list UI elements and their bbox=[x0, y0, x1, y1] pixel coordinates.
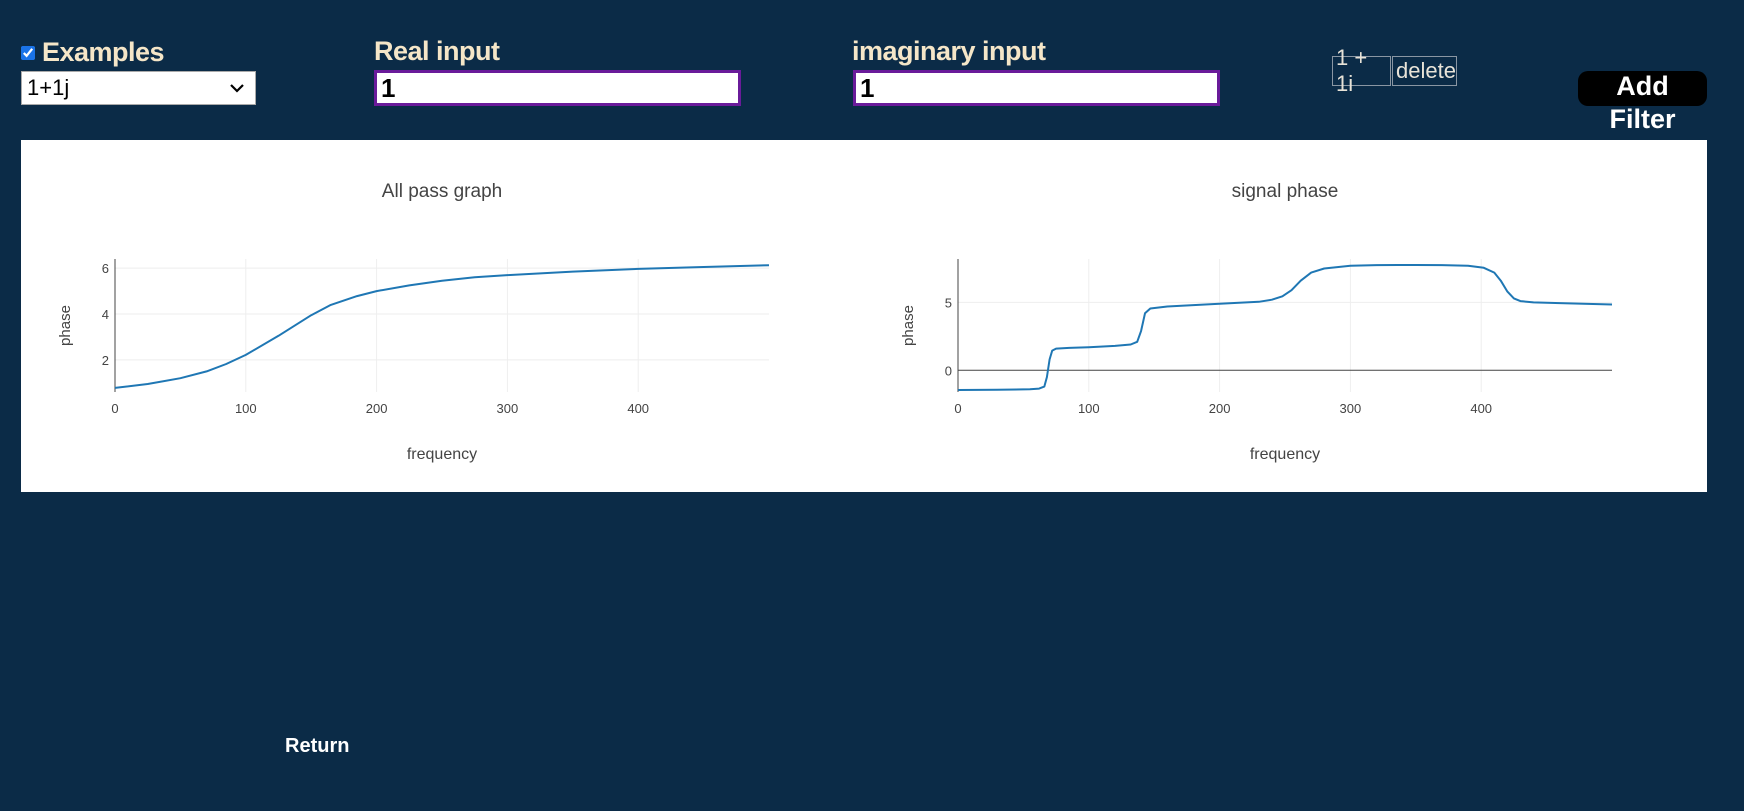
series-line bbox=[115, 265, 769, 388]
examples-label: Examples bbox=[42, 37, 164, 68]
add-filter-label: Add Filter bbox=[1578, 70, 1707, 136]
x-tick-label: 200 bbox=[366, 401, 388, 416]
series-line bbox=[958, 265, 1612, 390]
chart-title: All pass graph bbox=[382, 181, 502, 202]
x-tick-label: 300 bbox=[1340, 401, 1362, 416]
chart-title: signal phase bbox=[1232, 181, 1339, 202]
y-tick-label: 5 bbox=[945, 295, 952, 310]
x-tick-label: 0 bbox=[111, 401, 118, 416]
y-tick-label: 2 bbox=[102, 353, 109, 368]
x-axis-label: frequency bbox=[407, 446, 477, 463]
x-tick-label: 100 bbox=[1078, 401, 1100, 416]
all-pass-chart[interactable]: 0 100 200 300 400 2 4 6 All pass graph frequency p… bbox=[21, 140, 864, 492]
signal-phase-chart[interactable]: 0 100 200 300 400 0 5 signal phase frequency phas… bbox=[864, 140, 1707, 492]
y-axis-label: phase bbox=[57, 305, 74, 346]
imaginary-input-field[interactable]: 1 bbox=[853, 70, 1220, 106]
y-tick-label: 6 bbox=[102, 261, 109, 276]
x-tick-label: 400 bbox=[1470, 401, 1492, 416]
x-tick-label: 300 bbox=[497, 401, 519, 416]
imaginary-input-label: imaginary input bbox=[852, 36, 1046, 67]
add-filter-label-line1: Add bbox=[1578, 70, 1707, 103]
y-axis-label: phase bbox=[900, 305, 917, 346]
examples-dropdown[interactable]: 1+1j bbox=[21, 71, 256, 105]
filter-value-chip: 1 + 1i bbox=[1332, 56, 1391, 86]
examples-selected-value: 1+1j bbox=[27, 75, 69, 101]
y-tick-label: 4 bbox=[102, 307, 109, 322]
y-tick-label: 0 bbox=[945, 363, 952, 378]
add-filter-label-line2: Filter bbox=[1578, 103, 1707, 136]
examples-checkbox[interactable] bbox=[21, 46, 35, 60]
x-axis-label: frequency bbox=[1250, 446, 1320, 463]
real-input-label: Real input bbox=[374, 36, 500, 67]
x-tick-label: 100 bbox=[235, 401, 257, 416]
return-link[interactable]: Return bbox=[285, 735, 349, 758]
plot-panel: 0 100 200 300 400 2 4 6 All pass graph frequency p… bbox=[21, 140, 1707, 492]
chevron-down-icon bbox=[225, 76, 249, 100]
x-tick-label: 200 bbox=[1209, 401, 1231, 416]
filter-delete-button[interactable]: delete bbox=[1392, 56, 1457, 86]
x-tick-label: 400 bbox=[627, 401, 649, 416]
x-tick-label: 0 bbox=[954, 401, 961, 416]
real-input-field[interactable]: 1 bbox=[374, 70, 741, 106]
